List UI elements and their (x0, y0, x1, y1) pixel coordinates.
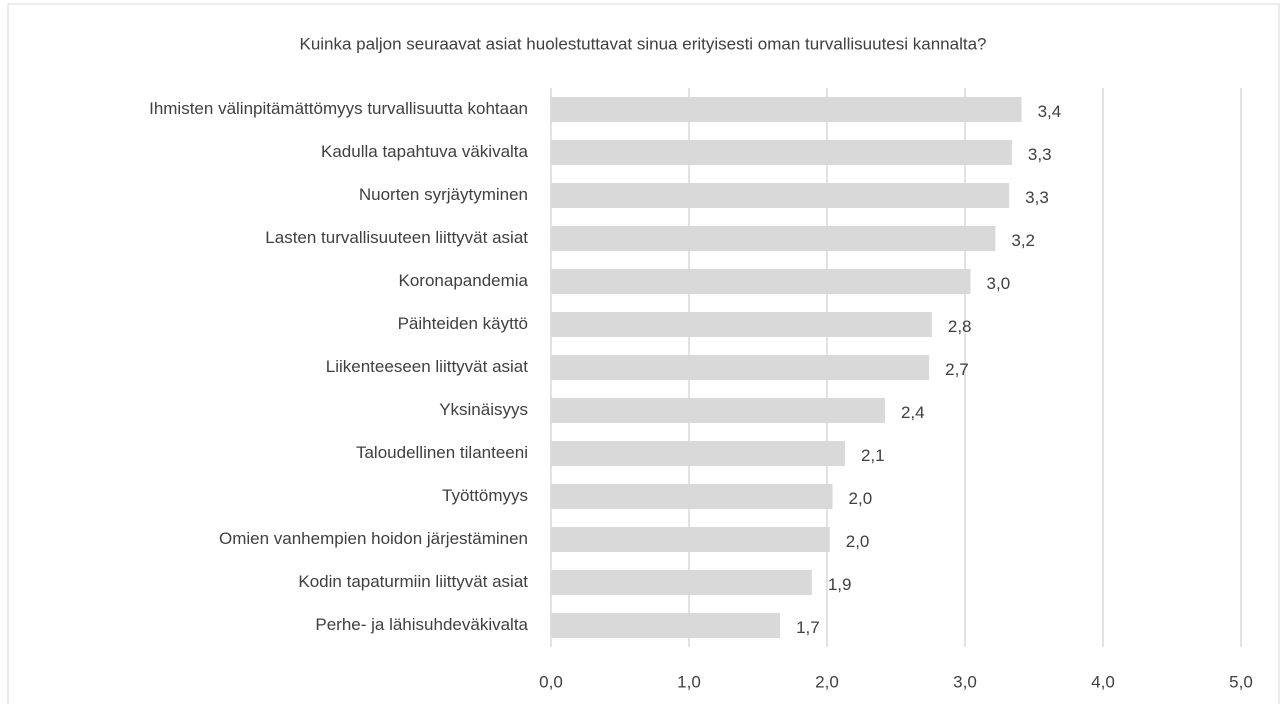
bar (551, 527, 830, 552)
chart-border (7, 3, 1280, 704)
chart-title: Kuinka paljon seuraavat asiat huolestutt… (299, 34, 986, 53)
bar (551, 613, 781, 638)
x-tick-label: 4,0 (1091, 672, 1115, 691)
y-tick-label: Nuorten syrjäytyminen (359, 185, 528, 204)
x-tick-label: 1,0 (677, 672, 701, 691)
bar (551, 269, 971, 294)
y-tick-label: Perhe- ja lähisuhdeväkivalta (315, 615, 528, 634)
data-label: 2,4 (901, 403, 925, 422)
y-tick-label: Päihteiden käyttö (398, 314, 528, 333)
y-tick-label: Kodin tapaturmiin liittyvät asiat (298, 572, 528, 591)
y-tick-label: Omien vanhempien hoidon järjestäminen (219, 529, 528, 548)
bar (551, 140, 1012, 165)
y-tick-label: Taloudellinen tilanteeni (356, 443, 528, 462)
bar (551, 484, 833, 509)
data-label: 2,0 (849, 489, 873, 508)
data-label: 2,8 (948, 317, 972, 336)
y-tick-label: Koronapandemia (399, 271, 529, 290)
bar (551, 570, 812, 595)
x-tick-label: 5,0 (1229, 672, 1253, 691)
bar (551, 398, 885, 423)
data-label: 3,4 (1038, 102, 1062, 121)
data-label: 2,7 (945, 360, 969, 379)
bar (551, 226, 996, 251)
x-tick-label: 3,0 (953, 672, 977, 691)
data-label: 1,9 (828, 575, 852, 594)
bar (551, 183, 1010, 208)
bar (551, 355, 930, 380)
data-label: 1,7 (796, 618, 820, 637)
data-label: 3,2 (1011, 231, 1035, 250)
y-tick-label: Ihmisten välinpitämättömyys turvallisuut… (149, 99, 528, 118)
bar (551, 312, 932, 337)
data-label: 3,0 (987, 274, 1011, 293)
bar (551, 97, 1022, 122)
y-tick-label: Liikenteeseen liittyvät asiat (326, 357, 529, 376)
data-label: 2,1 (861, 446, 885, 465)
y-tick-label: Kadulla tapahtuva väkivalta (321, 142, 529, 161)
y-tick-label: Yksinäisyys (439, 400, 528, 419)
x-tick-label: 2,0 (815, 672, 839, 691)
x-tick-label: 0,0 (539, 672, 563, 691)
y-tick-label: Työttömyys (442, 486, 528, 505)
data-label: 3,3 (1025, 188, 1049, 207)
data-label: 3,3 (1028, 145, 1052, 164)
data-label: 2,0 (846, 532, 870, 551)
y-tick-label: Lasten turvallisuuteen liittyvät asiat (265, 228, 528, 247)
bar (551, 441, 845, 466)
